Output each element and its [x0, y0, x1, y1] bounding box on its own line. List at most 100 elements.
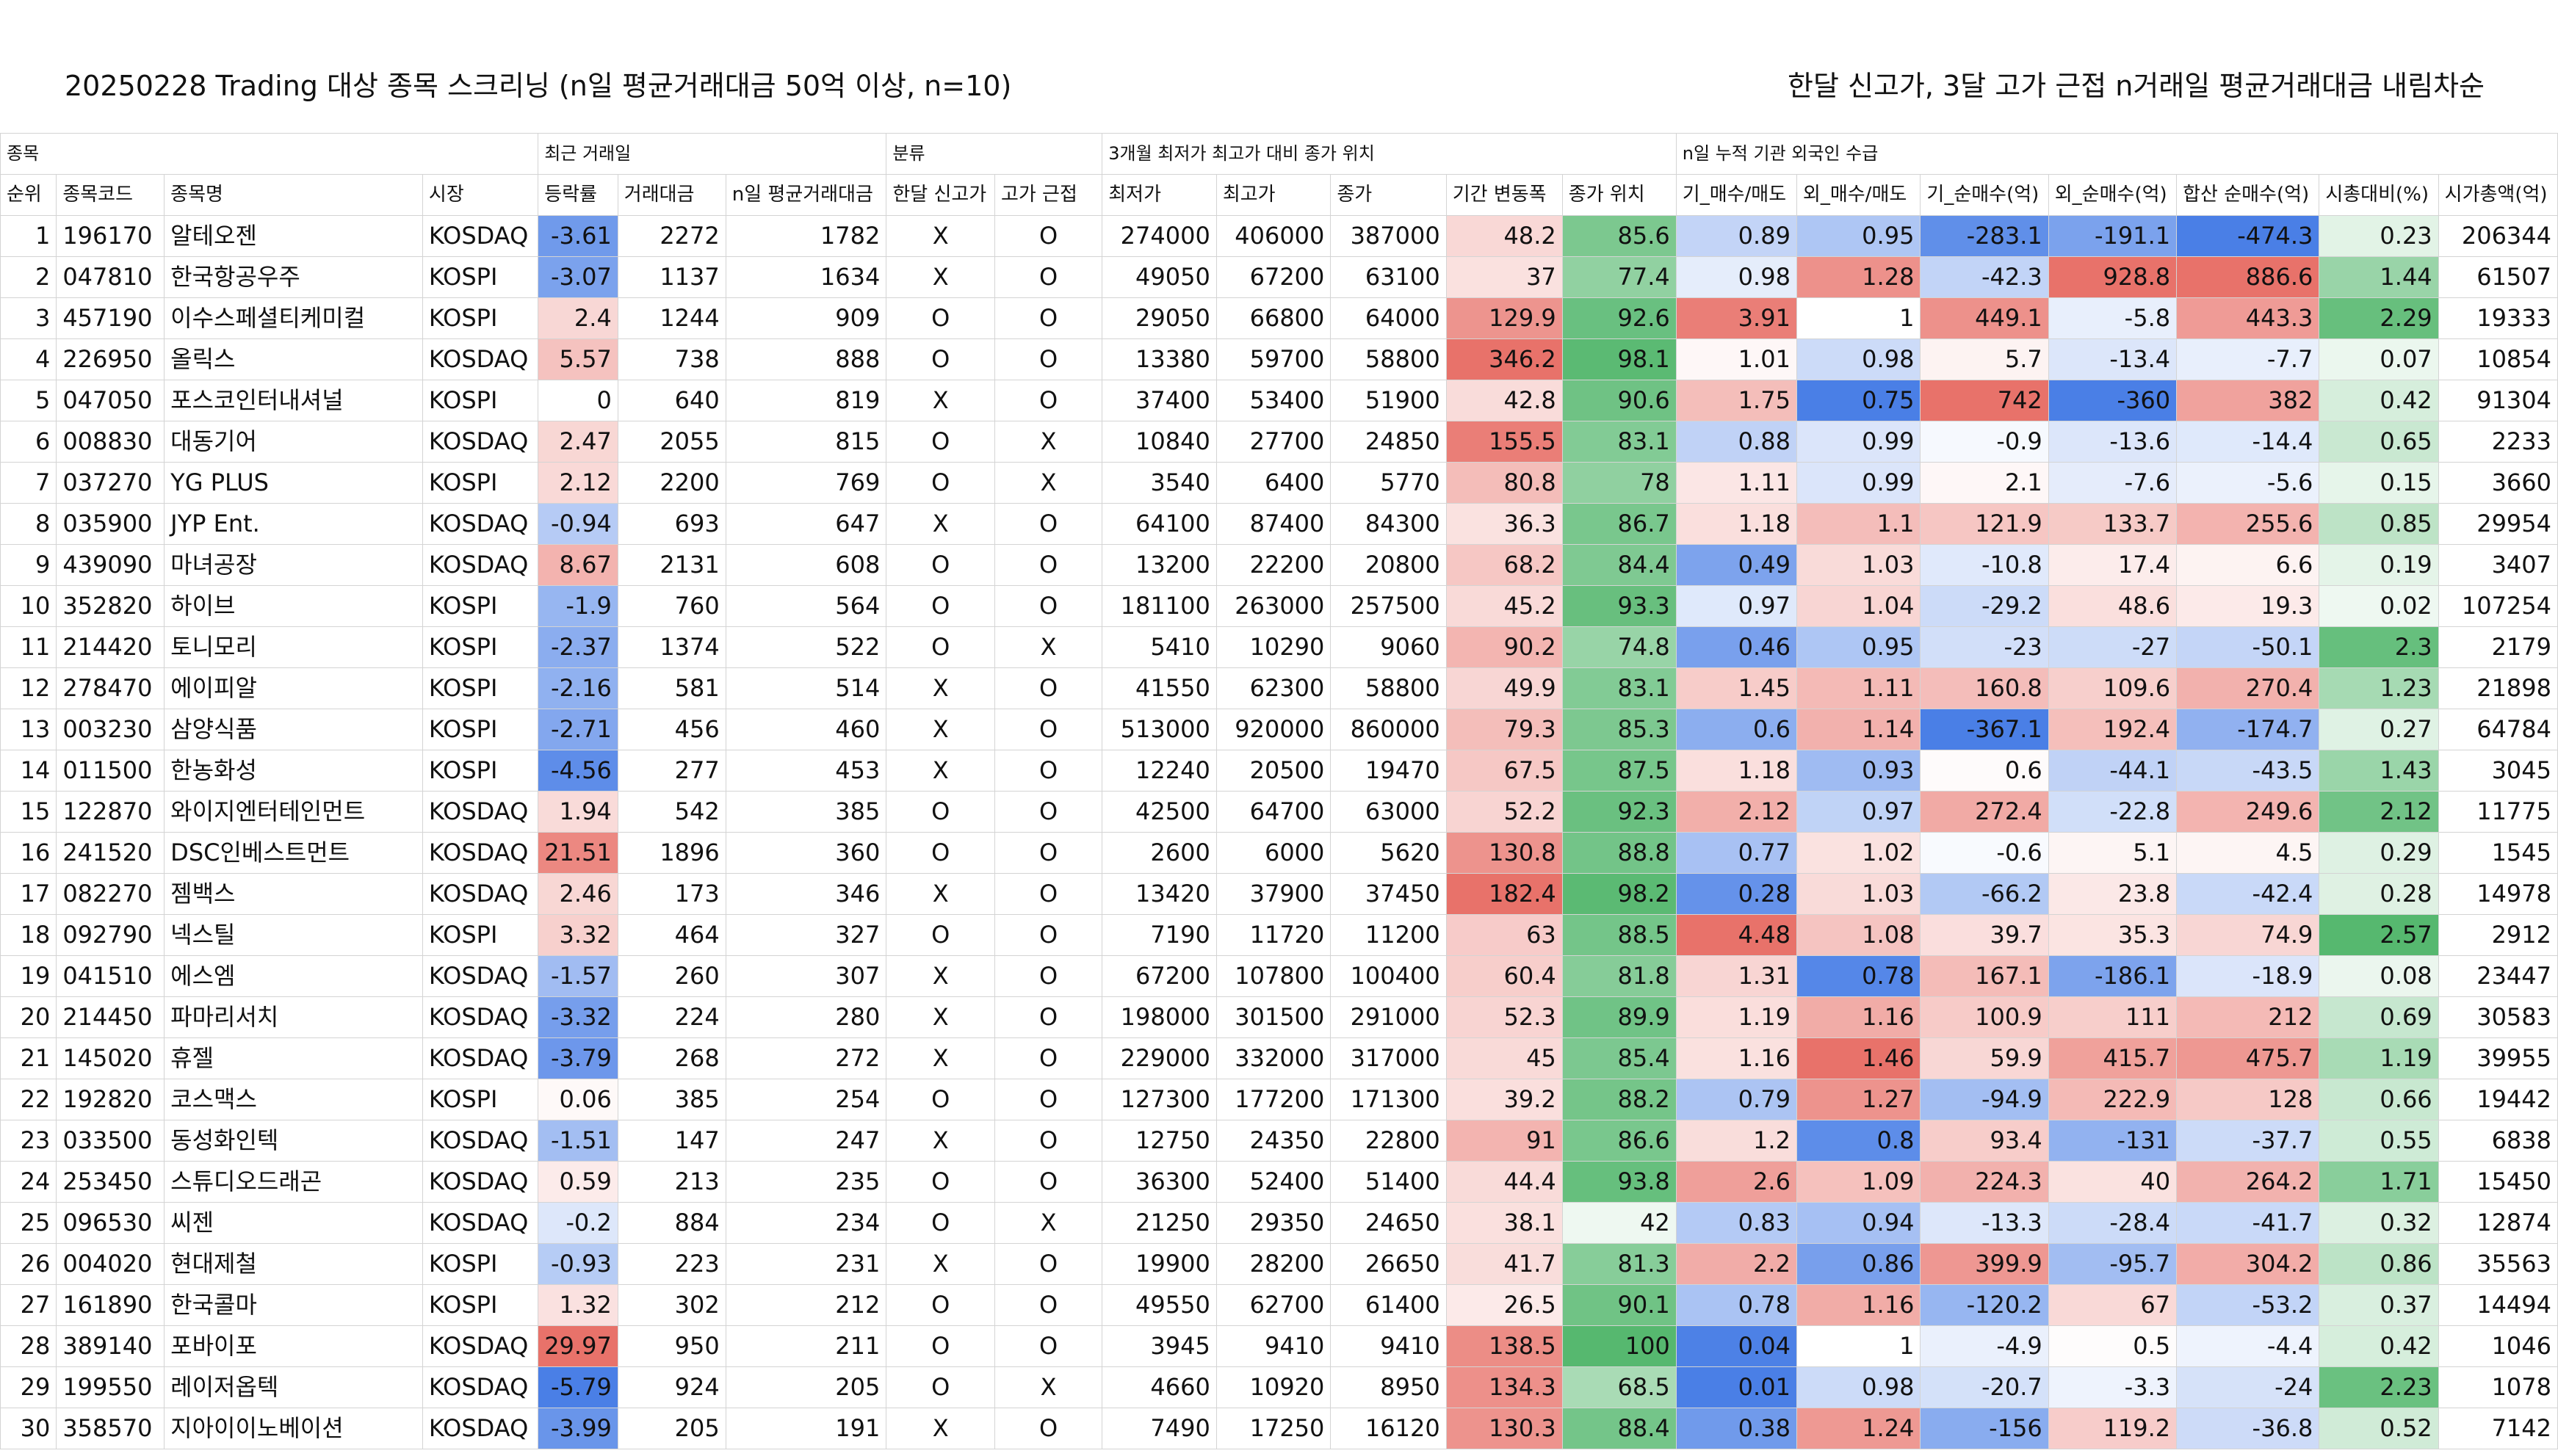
column-header-mcap-ratio[interactable]: 시총대비(%)	[2319, 174, 2439, 216]
cell-range-pct[interactable]: 67.5	[1445, 750, 1563, 792]
cell-rank[interactable]: 3	[0, 297, 57, 339]
cell-rank[interactable]: 23	[0, 1120, 57, 1162]
cell-foreign-net[interactable]: -95.7	[2048, 1243, 2178, 1285]
cell-avg-trading-value[interactable]: 647	[725, 503, 887, 545]
cell-range-pct[interactable]: 90.2	[1445, 626, 1563, 668]
cell-range-pct[interactable]: 155.5	[1445, 421, 1563, 463]
cell-name[interactable]: DSC인베스트먼트	[164, 832, 423, 874]
cell-trading-value[interactable]: 1896	[617, 832, 726, 874]
cell-low[interactable]: 49550	[1102, 1284, 1217, 1326]
cell-name[interactable]: 하이브	[164, 585, 423, 627]
cell-month-high[interactable]: O	[886, 832, 995, 874]
cell-foreign-ratio[interactable]: 1.03	[1796, 873, 1921, 915]
cell-avg-trading-value[interactable]: 211	[725, 1325, 887, 1367]
cell-range-pct[interactable]: 130.8	[1445, 832, 1563, 874]
cell-high[interactable]: 20500	[1215, 750, 1332, 792]
cell-low[interactable]: 229000	[1102, 1037, 1217, 1079]
cell-market[interactable]: KOSDAQ	[422, 1037, 539, 1079]
column-header-foreign-ratio[interactable]: 외_매수/매도	[1796, 174, 1921, 216]
cell-inst-net[interactable]: 121.9	[1920, 503, 2049, 545]
cell-code[interactable]: 041510	[56, 955, 165, 997]
cell-market[interactable]: KOSDAQ	[422, 544, 539, 586]
cell-foreign-ratio[interactable]: 0.78	[1796, 955, 1921, 997]
cell-low[interactable]: 3540	[1102, 462, 1217, 504]
cell-mcap-ratio[interactable]: 2.57	[2319, 914, 2439, 956]
cell-rank[interactable]: 11	[0, 626, 57, 668]
cell-change-pct[interactable]: 2.12	[538, 462, 618, 504]
cell-foreign-net[interactable]: -13.6	[2048, 421, 2178, 463]
cell-inst-net[interactable]: -20.7	[1920, 1366, 2049, 1408]
cell-inst-net[interactable]: 59.9	[1920, 1037, 2049, 1079]
cell-foreign-net[interactable]: -191.1	[2048, 215, 2178, 257]
cell-inst-ratio[interactable]: 0.77	[1675, 832, 1797, 874]
cell-mcap[interactable]: 107254	[2438, 585, 2558, 627]
cell-foreign-ratio[interactable]: 1.11	[1796, 667, 1921, 709]
cell-total-net[interactable]: 128	[2176, 1079, 2320, 1120]
cell-inst-ratio[interactable]: 0.01	[1675, 1366, 1797, 1408]
cell-inst-ratio[interactable]: 0.6	[1675, 709, 1797, 750]
cell-mcap-ratio[interactable]: 0.86	[2319, 1243, 2439, 1285]
cell-range-pct[interactable]: 129.9	[1445, 297, 1563, 339]
cell-mcap[interactable]: 64784	[2438, 709, 2558, 750]
cell-name[interactable]: 올릭스	[164, 338, 423, 380]
cell-code[interactable]: 004020	[56, 1243, 165, 1285]
cell-rank[interactable]: 29	[0, 1366, 57, 1408]
cell-market[interactable]: KOSDAQ	[422, 421, 539, 463]
cell-close[interactable]: 84300	[1330, 503, 1447, 545]
cell-market[interactable]: KOSPI	[422, 297, 539, 339]
cell-trading-value[interactable]: 223	[617, 1243, 726, 1285]
cell-code[interactable]: 037270	[56, 462, 165, 504]
cell-change-pct[interactable]: 8.67	[538, 544, 618, 586]
column-header-mcap[interactable]: 시가총액(억)	[2438, 174, 2558, 216]
cell-high[interactable]: 11720	[1215, 914, 1332, 956]
cell-foreign-ratio[interactable]: 1.16	[1796, 996, 1921, 1038]
cell-inst-ratio[interactable]: 0.38	[1675, 1408, 1797, 1449]
cell-low[interactable]: 13200	[1102, 544, 1217, 586]
cell-total-net[interactable]: -43.5	[2176, 750, 2320, 792]
cell-total-net[interactable]: -50.1	[2176, 626, 2320, 668]
cell-near-high[interactable]: O	[994, 256, 1103, 298]
cell-inst-ratio[interactable]: 3.91	[1675, 297, 1797, 339]
cell-range-pct[interactable]: 39.2	[1445, 1079, 1563, 1120]
cell-total-net[interactable]: -174.7	[2176, 709, 2320, 750]
cell-total-net[interactable]: -37.7	[2176, 1120, 2320, 1162]
cell-total-net[interactable]: 382	[2176, 380, 2320, 421]
cell-mcap-ratio[interactable]: 0.69	[2319, 996, 2439, 1038]
cell-near-high[interactable]: O	[994, 297, 1103, 339]
cell-inst-net[interactable]: -94.9	[1920, 1079, 2049, 1120]
cell-high[interactable]: 62300	[1215, 667, 1332, 709]
cell-avg-trading-value[interactable]: 231	[725, 1243, 887, 1285]
cell-rank[interactable]: 13	[0, 709, 57, 750]
cell-month-high[interactable]: X	[886, 873, 995, 915]
cell-mcap[interactable]: 12874	[2438, 1202, 2558, 1244]
cell-foreign-ratio[interactable]: 0.99	[1796, 462, 1921, 504]
cell-low[interactable]: 513000	[1102, 709, 1217, 750]
cell-mcap-ratio[interactable]: 0.37	[2319, 1284, 2439, 1326]
cell-close[interactable]: 51400	[1330, 1161, 1447, 1203]
cell-close[interactable]: 317000	[1330, 1037, 1447, 1079]
cell-trading-value[interactable]: 924	[617, 1366, 726, 1408]
cell-range-pct[interactable]: 42.8	[1445, 380, 1563, 421]
cell-inst-ratio[interactable]: 1.18	[1675, 750, 1797, 792]
cell-code[interactable]: 161890	[56, 1284, 165, 1326]
cell-close[interactable]: 171300	[1330, 1079, 1447, 1120]
cell-inst-ratio[interactable]: 0.88	[1675, 421, 1797, 463]
cell-market[interactable]: KOSPI	[422, 256, 539, 298]
cell-code[interactable]: 214450	[56, 996, 165, 1038]
cell-inst-ratio[interactable]: 1.18	[1675, 503, 1797, 545]
cell-code[interactable]: 047810	[56, 256, 165, 298]
cell-rank[interactable]: 25	[0, 1202, 57, 1244]
cell-high[interactable]: 62700	[1215, 1284, 1332, 1326]
column-header-change-pct[interactable]: 등락률	[538, 174, 618, 216]
cell-code[interactable]: 214420	[56, 626, 165, 668]
cell-change-pct[interactable]: 0	[538, 380, 618, 421]
cell-name[interactable]: 휴젤	[164, 1037, 423, 1079]
cell-inst-net[interactable]: 742	[1920, 380, 2049, 421]
cell-rank[interactable]: 15	[0, 791, 57, 833]
cell-month-high[interactable]: O	[886, 1202, 995, 1244]
cell-rank[interactable]: 16	[0, 832, 57, 874]
cell-mcap[interactable]: 2179	[2438, 626, 2558, 668]
cell-trading-value[interactable]: 693	[617, 503, 726, 545]
cell-total-net[interactable]: 264.2	[2176, 1161, 2320, 1203]
cell-range-pct[interactable]: 26.5	[1445, 1284, 1563, 1326]
